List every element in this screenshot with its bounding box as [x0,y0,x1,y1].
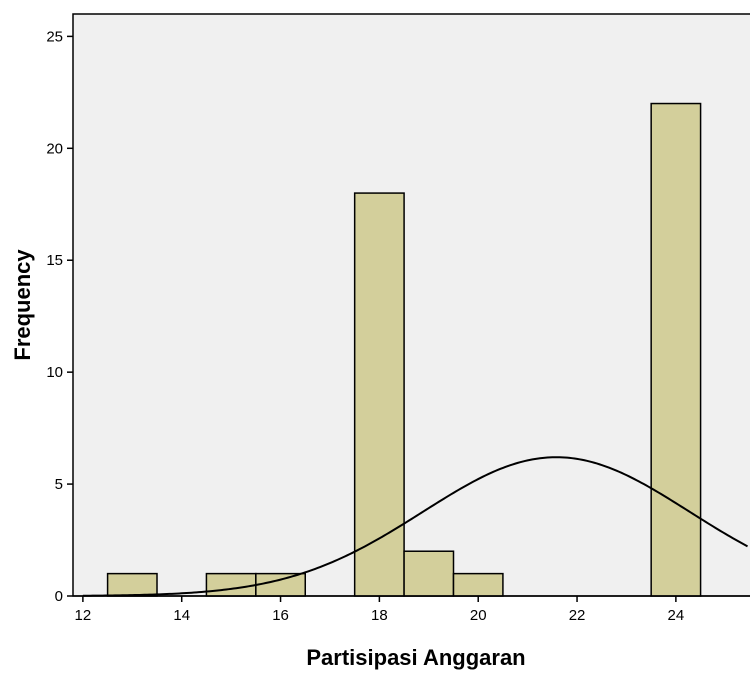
x-tick-label-12: 12 [75,607,92,624]
histogram-bar-20 [452,572,504,597]
histogram-bar-24 [650,102,702,597]
x-tick-label-20: 20 [470,607,487,624]
y-tick-label-25: 25 [46,28,63,45]
histogram-bar-15 [205,572,257,597]
x-tick-label-22: 22 [569,607,586,624]
y-tick-label-5: 5 [55,476,63,493]
x-tick-label-14: 14 [173,607,190,624]
plot-area [72,13,750,597]
normal-curve [82,456,749,597]
x-tick-label-24: 24 [668,607,685,624]
x-tick-label-16: 16 [272,607,289,624]
x-axis-title: Partisipasi Anggaran [306,645,525,670]
y-tick-label-10: 10 [46,364,63,381]
histogram-bar-16 [255,572,307,597]
y-axis-title: Frequency [10,249,35,361]
y-tick-label-0: 0 [55,588,63,605]
histogram-bar-18 [353,192,405,597]
bars-group [106,102,702,597]
axes-group: 12 14 16 18 20 22 24 0 5 10 15 20 25 [46,28,750,624]
x-tick-label-18: 18 [371,607,388,624]
y-tick-label-15: 15 [46,252,63,269]
histogram-bar-19 [403,550,455,597]
y-tick-label-20: 20 [46,140,63,157]
histogram-bar-13 [106,572,158,597]
